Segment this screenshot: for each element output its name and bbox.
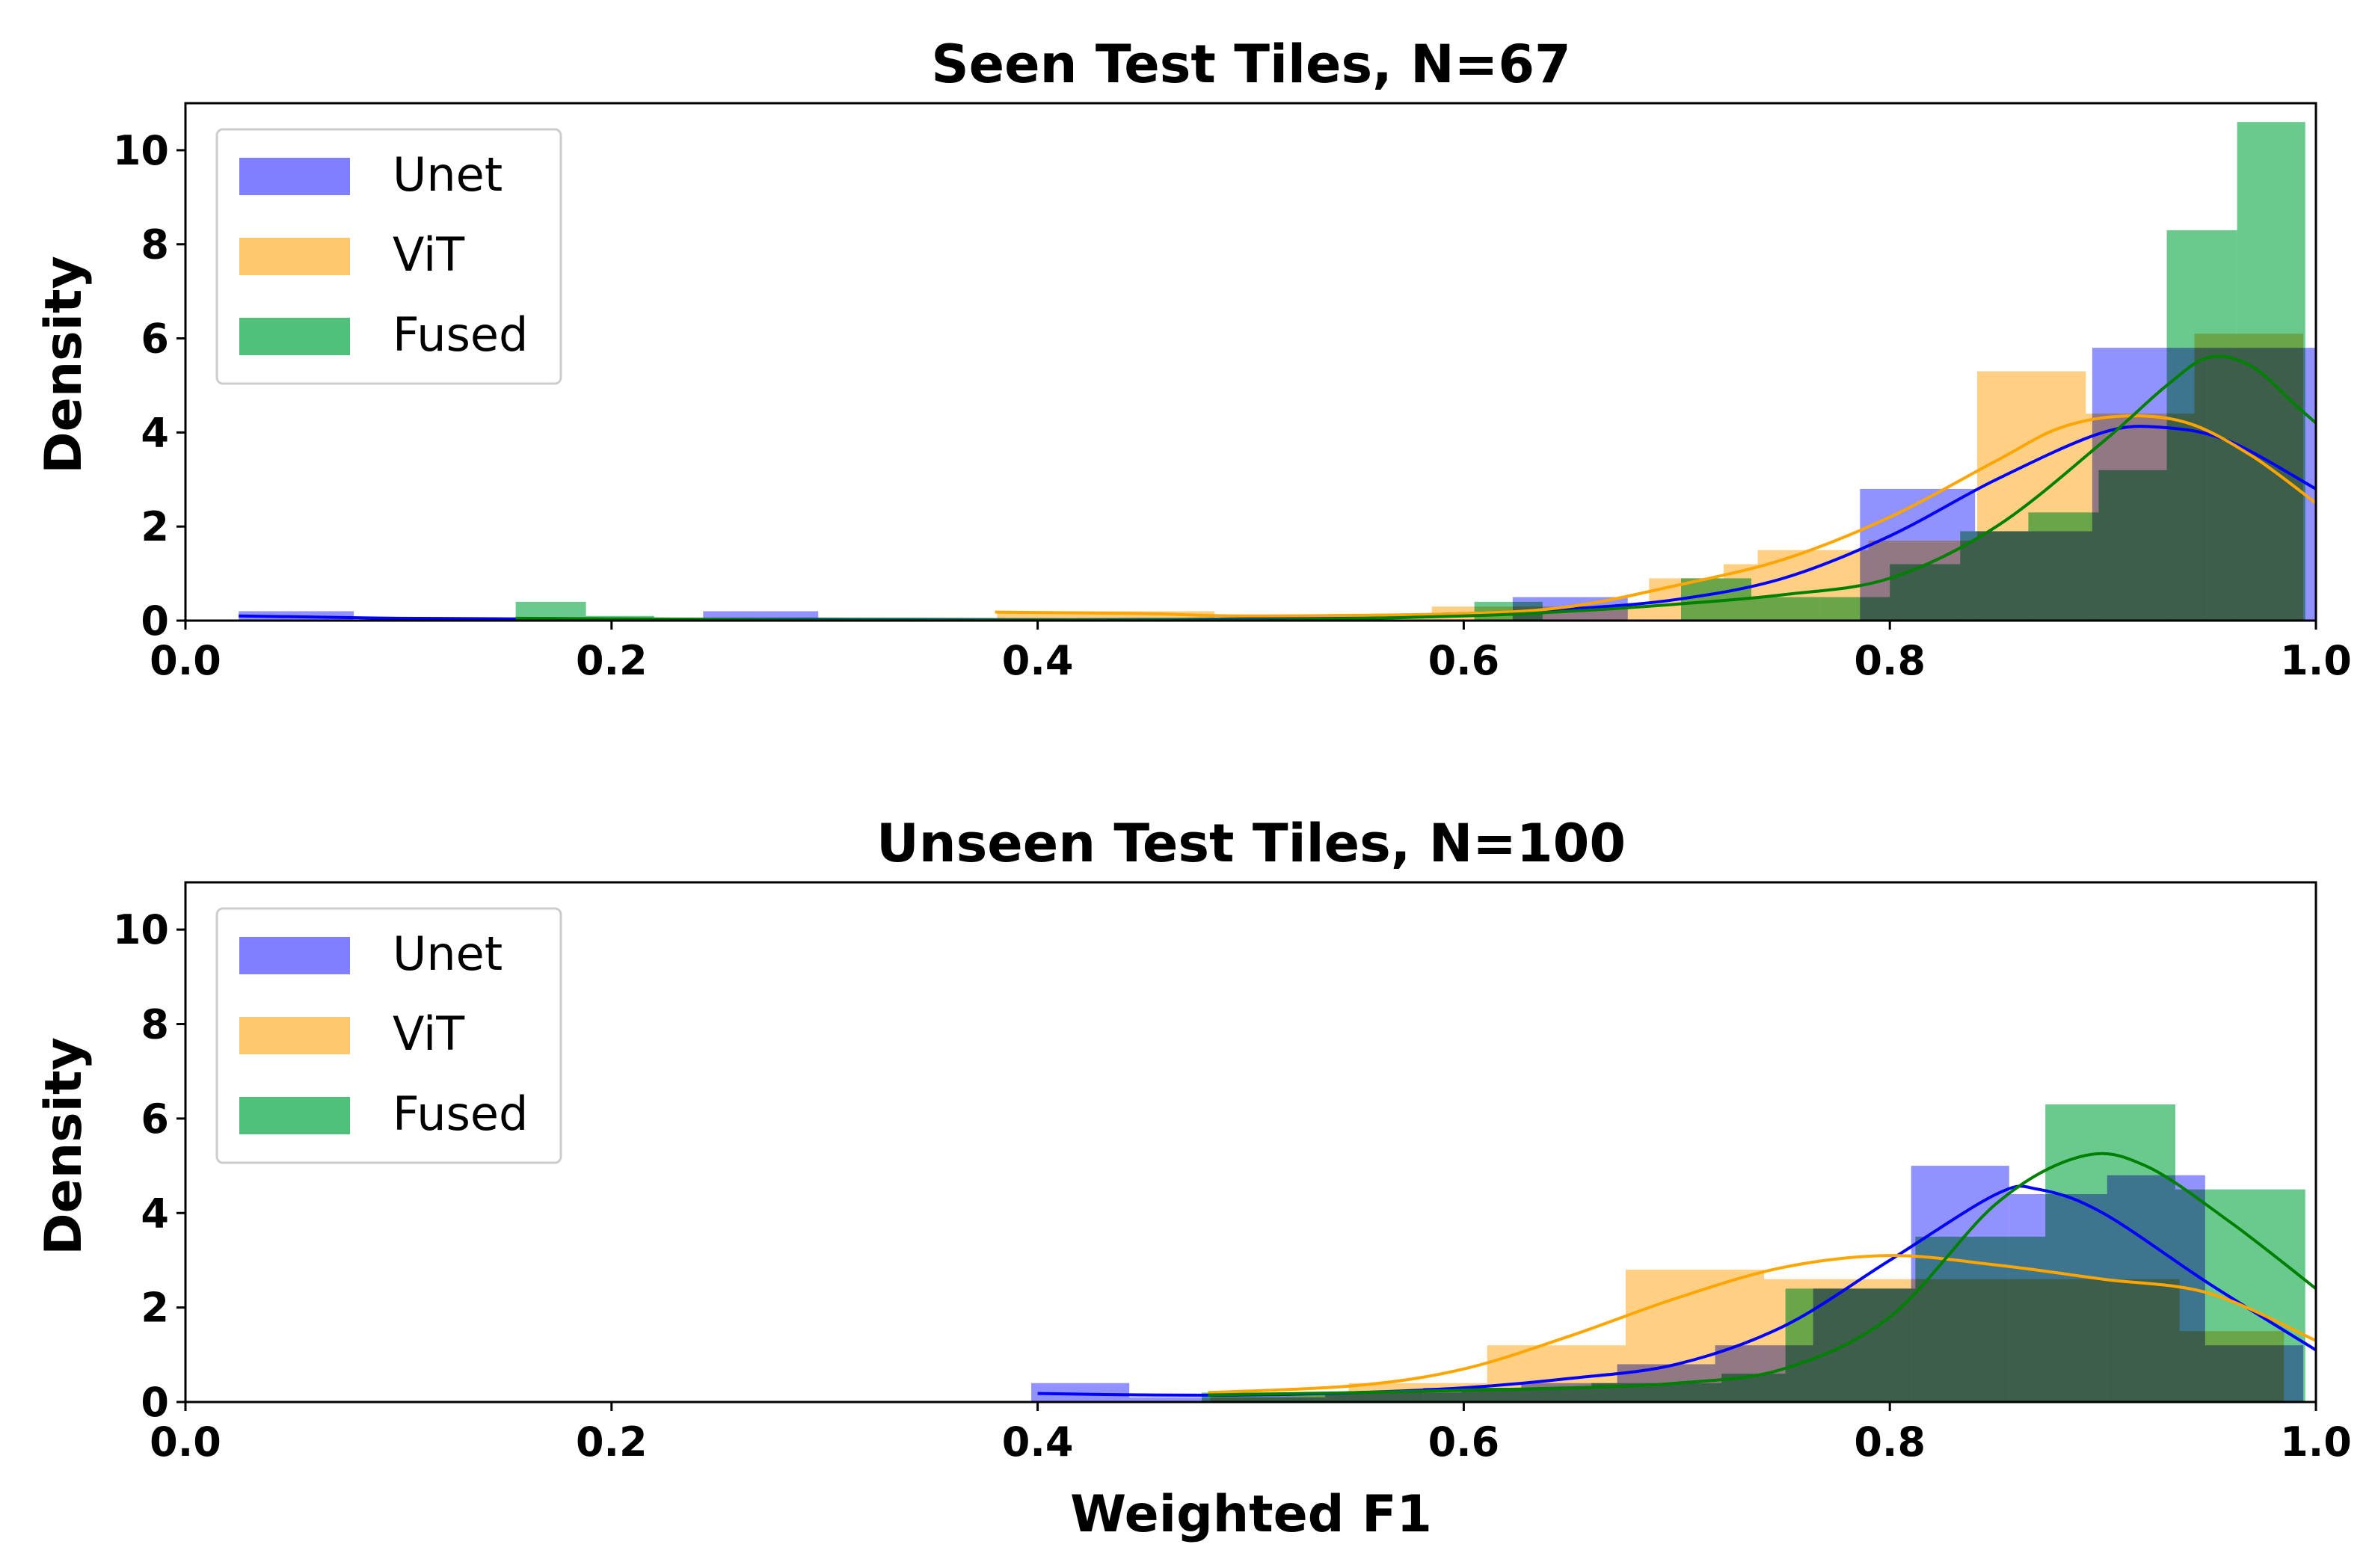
seen-test-tiles-panel: Seen Test Tiles, N=67 Density 0.0 0.2 0.4 0… (34, 34, 2352, 684)
histogram-bar (1751, 597, 1820, 621)
legend-swatch-vit (239, 1017, 350, 1054)
legend-swatch-unet (239, 937, 350, 974)
plot-frame (184, 881, 2317, 1403)
series-fused-bars (1201, 1104, 2305, 1402)
histogram-bar (2175, 1189, 2305, 1402)
legend-label-unet: Unet (393, 147, 503, 202)
histogram-bar (1331, 1392, 1462, 1402)
chart-title: Unseen Test Tiles, N=100 (876, 813, 1626, 874)
legend-swatch-vit (239, 238, 350, 275)
histogram-bar (2166, 230, 2237, 621)
x-tick-label: 0.4 (1002, 1418, 1074, 1466)
legend-swatch-unet (239, 158, 350, 195)
chart-title: Seen Test Tiles, N=67 (931, 34, 1570, 95)
kde-line-vit (995, 414, 2317, 618)
x-tick-label: 0.6 (1428, 1418, 1500, 1466)
histogram-bar (2098, 470, 2167, 621)
histogram-bar (2237, 122, 2305, 621)
x-tick-label: 1.0 (2280, 637, 2352, 684)
x-axis-label: Weighted F1 (1070, 1485, 1432, 1544)
legend: Unet ViT Fused (215, 128, 562, 385)
y-tick-label: 8 (141, 1001, 169, 1048)
x-tick-label: 0.0 (150, 637, 221, 684)
legend-label-unet: Unet (393, 926, 503, 981)
y-tick-label: 2 (141, 1285, 169, 1332)
series-fused-bars (515, 122, 2305, 621)
x-tick-label: 0.6 (1428, 637, 1500, 684)
y-tick-label: 2 (141, 503, 169, 550)
y-tick-label: 4 (141, 409, 169, 456)
y-tick-label: 6 (141, 1095, 169, 1143)
legend: Unet ViT Fused (215, 907, 562, 1164)
legend-label-vit: ViT (393, 227, 465, 282)
x-tick-label: 0.0 (150, 1418, 221, 1466)
y-tick-label: 4 (141, 1190, 169, 1237)
x-tick-label: 0.8 (1854, 1418, 1926, 1466)
x-tick-label: 0.8 (1854, 637, 1926, 684)
kde-line-fused (1208, 1152, 2317, 1397)
x-tick-label: 0.4 (1002, 637, 1074, 684)
y-tick-label: 0 (141, 1379, 169, 1426)
legend-label-fused: Fused (393, 1086, 528, 1141)
histogram-bar (1819, 597, 1890, 621)
histogram-bar (2045, 1104, 2175, 1402)
unseen-test-tiles-panel: Unseen Test Tiles, N=100 Density Weighte… (34, 813, 2352, 1544)
histogram-bar (1915, 1236, 2046, 1402)
histogram-bar (1890, 564, 1961, 621)
y-tick-label: 10 (113, 906, 169, 953)
x-tick-label: 0.2 (576, 637, 648, 684)
y-tick-label: 0 (141, 597, 169, 645)
y-axis-label: Density (34, 1037, 93, 1255)
legend-label-fused: Fused (393, 307, 528, 362)
x-tick-label: 1.0 (2280, 1418, 2352, 1466)
y-tick-label: 8 (141, 221, 169, 268)
y-tick-label: 6 (141, 316, 169, 363)
y-axis-label: Density (34, 256, 93, 474)
histogram-bar (1461, 1388, 1592, 1402)
histogram-bar (1129, 1397, 1228, 1402)
legend-swatch-fused (239, 318, 350, 355)
plot-frame (184, 102, 2317, 622)
histogram-bar (1785, 1288, 1916, 1402)
legend-swatch-fused (239, 1097, 350, 1134)
kde-line-vit (1208, 1254, 2317, 1395)
histogram-bar (1960, 531, 2029, 621)
legend-label-vit: ViT (393, 1006, 465, 1061)
y-tick-label: 10 (113, 127, 169, 174)
histogram-bar (2028, 512, 2099, 621)
x-tick-label: 0.2 (576, 1418, 648, 1466)
